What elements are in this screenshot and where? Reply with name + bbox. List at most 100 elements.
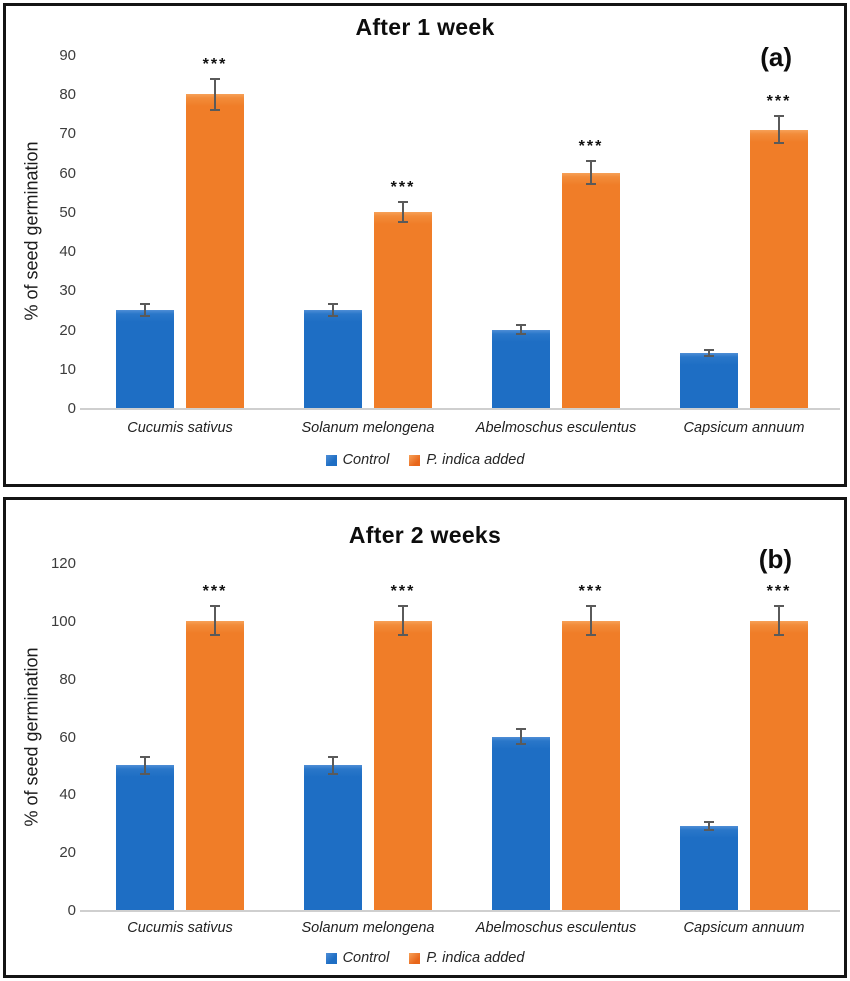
error-bar-line bbox=[708, 349, 710, 357]
chart-title: After 2 weeks bbox=[348, 522, 502, 548]
error-bar-line bbox=[332, 756, 334, 775]
error-bar-cap-top bbox=[398, 605, 408, 608]
bar-control-capsicum-annuum bbox=[680, 826, 738, 910]
error-bar-cap-top bbox=[586, 159, 596, 162]
panel-after-1-week: After 1 week (a) % of seed germination 0… bbox=[3, 3, 847, 487]
y-tick-label: 80 bbox=[59, 86, 76, 104]
error-bar-cap-top bbox=[516, 728, 526, 731]
x-axis-line bbox=[80, 408, 840, 410]
significance-label: *** bbox=[390, 583, 416, 601]
y-tick-label: 50 bbox=[59, 203, 76, 221]
y-tick-label: 40 bbox=[59, 243, 76, 261]
x-category-label: Cucumis sativus bbox=[127, 420, 233, 436]
error-bar-line bbox=[402, 606, 404, 636]
error-bar-cap-bottom bbox=[398, 634, 408, 637]
error-bar-cap-bottom bbox=[774, 634, 784, 637]
bar-p-indica-added-abelmoschus-esculentus bbox=[562, 620, 620, 910]
error-bar-cap-top bbox=[704, 820, 714, 823]
error-bar-line bbox=[520, 324, 522, 335]
significance-label: *** bbox=[578, 137, 604, 155]
error-bar-cap-bottom bbox=[586, 183, 596, 186]
legend: Control P. indica added bbox=[6, 950, 844, 966]
error-bar-cap-bottom bbox=[328, 773, 338, 776]
significance-label: *** bbox=[202, 583, 228, 601]
error-bar-cap-top bbox=[516, 323, 526, 326]
panel-letter-label: (b) bbox=[758, 544, 792, 574]
significance-label: *** bbox=[766, 92, 792, 110]
error-bar-line bbox=[778, 606, 780, 636]
legend-item-p-indica-added: P. indica added bbox=[409, 452, 524, 468]
x-category-label: Solanum melongena bbox=[301, 420, 435, 436]
significance-label: *** bbox=[390, 179, 416, 197]
error-bar-cap-top bbox=[210, 77, 220, 80]
y-tick-label: 0 bbox=[67, 902, 76, 919]
x-category-label: Capsicum annuum bbox=[683, 920, 805, 936]
legend: Control P. indica added bbox=[6, 452, 844, 468]
bar-control-cucumis-sativus bbox=[116, 309, 174, 408]
panel-after-2-weeks: After 2 weeks (b) % of seed germination … bbox=[3, 497, 847, 978]
y-tick-label: 120 bbox=[50, 555, 76, 572]
y-tick-label: 60 bbox=[59, 728, 76, 746]
error-bar-cap-top bbox=[774, 605, 784, 608]
bar-control-solanum-melongena bbox=[304, 765, 362, 910]
error-bar-cap-bottom bbox=[774, 142, 784, 145]
bar-p-indica-added-capsicum-annuum bbox=[750, 129, 808, 408]
error-bar-line bbox=[144, 756, 146, 775]
error-bar-cap-top bbox=[704, 348, 714, 351]
bar-control-solanum-melongena bbox=[304, 309, 362, 408]
bar-p-indica-added-cucumis-sativus bbox=[186, 620, 244, 910]
bar-control-cucumis-sativus bbox=[116, 765, 174, 910]
legend-swatch-icon bbox=[409, 952, 421, 964]
figure: After 1 week (a) % of seed germination 0… bbox=[3, 3, 847, 978]
error-bar-cap-bottom bbox=[210, 634, 220, 637]
y-tick-label: 10 bbox=[59, 360, 76, 378]
legend-item-p-indica-added: P. indica added bbox=[409, 950, 524, 966]
legend-label: P. indica added bbox=[426, 950, 525, 966]
y-tick-label: 90 bbox=[59, 47, 76, 64]
bar-control-capsicum-annuum bbox=[680, 353, 738, 408]
legend-label: Control bbox=[342, 950, 390, 966]
significance-label: *** bbox=[578, 583, 604, 601]
legend-swatch-icon bbox=[409, 454, 421, 466]
error-bar-cap-bottom bbox=[516, 742, 526, 745]
error-bar-cap-top bbox=[586, 605, 596, 608]
error-bar-line bbox=[590, 606, 592, 636]
error-bar-cap-top bbox=[774, 114, 784, 117]
legend-swatch-icon bbox=[325, 454, 337, 466]
error-bar-cap-top bbox=[140, 303, 150, 306]
y-tick-label: 0 bbox=[67, 400, 76, 417]
x-category-label: Abelmoschus esculentus bbox=[475, 420, 637, 436]
error-bar-line bbox=[214, 78, 216, 110]
bar-p-indica-added-abelmoschus-esculentus bbox=[562, 172, 620, 408]
y-tick-label: 80 bbox=[59, 670, 76, 688]
legend-item-control: Control bbox=[325, 452, 389, 468]
error-bar-cap-top bbox=[210, 605, 220, 608]
error-bar-line bbox=[332, 304, 334, 316]
y-tick-label: 100 bbox=[50, 612, 76, 630]
error-bar-line bbox=[520, 729, 522, 744]
significance-label: *** bbox=[202, 55, 228, 73]
x-category-label: Capsicum annuum bbox=[683, 420, 805, 436]
bar-p-indica-added-solanum-melongena bbox=[374, 620, 432, 910]
bar-control-abelmoschus-esculentus bbox=[492, 736, 550, 910]
error-bar-line bbox=[144, 304, 146, 316]
error-bar-cap-bottom bbox=[586, 634, 596, 637]
legend-label: P. indica added bbox=[426, 452, 525, 468]
error-bar-cap-bottom bbox=[704, 355, 714, 358]
bar-p-indica-added-solanum-melongena bbox=[374, 211, 432, 408]
bar-control-abelmoschus-esculentus bbox=[492, 329, 550, 408]
panel-letter-label: (a) bbox=[760, 42, 792, 72]
bar-p-indica-added-cucumis-sativus bbox=[186, 94, 244, 408]
error-bar-cap-bottom bbox=[398, 220, 408, 223]
error-bar-line bbox=[778, 115, 780, 144]
error-bar-cap-bottom bbox=[704, 829, 714, 832]
y-tick-label: 30 bbox=[59, 282, 76, 300]
x-category-label: Solanum melongena bbox=[301, 920, 435, 936]
error-bar-cap-bottom bbox=[516, 333, 526, 336]
y-tick-label: 40 bbox=[59, 786, 76, 804]
error-bar-cap-top bbox=[328, 755, 338, 758]
error-bar-cap-bottom bbox=[140, 314, 150, 317]
x-category-label: Cucumis sativus bbox=[127, 920, 233, 936]
y-tick-label: 20 bbox=[59, 321, 76, 339]
chart-title: After 1 week bbox=[355, 14, 495, 40]
